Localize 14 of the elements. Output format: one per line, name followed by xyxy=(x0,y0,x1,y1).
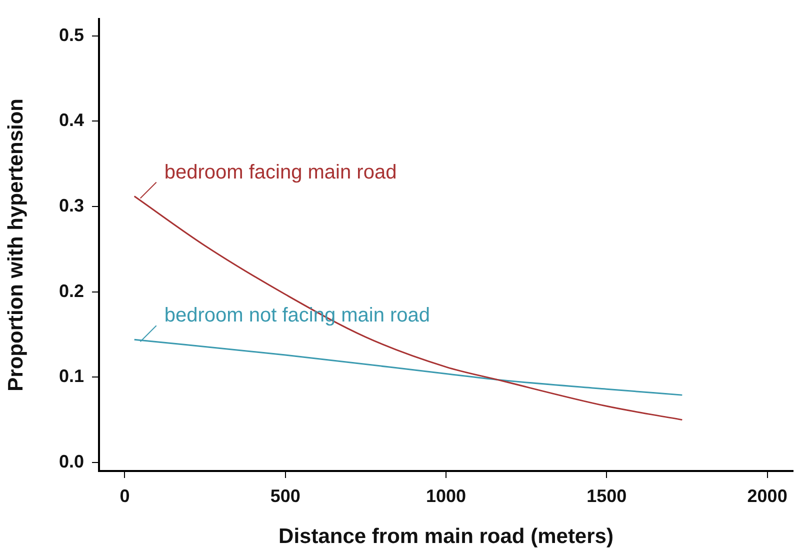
y-tick-label: 0.3 xyxy=(58,195,84,216)
y-axis-title: Proportion with hypertension xyxy=(4,98,28,392)
series-label: bedroom facing main road xyxy=(164,161,397,184)
x-tick-label: 1500 xyxy=(586,486,627,506)
y-tick-label: 0.5 xyxy=(58,24,84,45)
y-tick-label: 0.1 xyxy=(58,366,84,386)
x-tick-label: 500 xyxy=(270,486,300,506)
x-axis-title: Distance from main road (meters) xyxy=(278,525,614,548)
x-tick-label: 1000 xyxy=(426,486,466,506)
y-tick-label: 0.2 xyxy=(58,280,84,301)
x-tick-label: 2000 xyxy=(747,486,788,506)
x-tick-label: 0 xyxy=(120,486,130,506)
y-tick-label: 0.4 xyxy=(58,110,84,130)
y-tick-label: 0.0 xyxy=(58,451,84,472)
